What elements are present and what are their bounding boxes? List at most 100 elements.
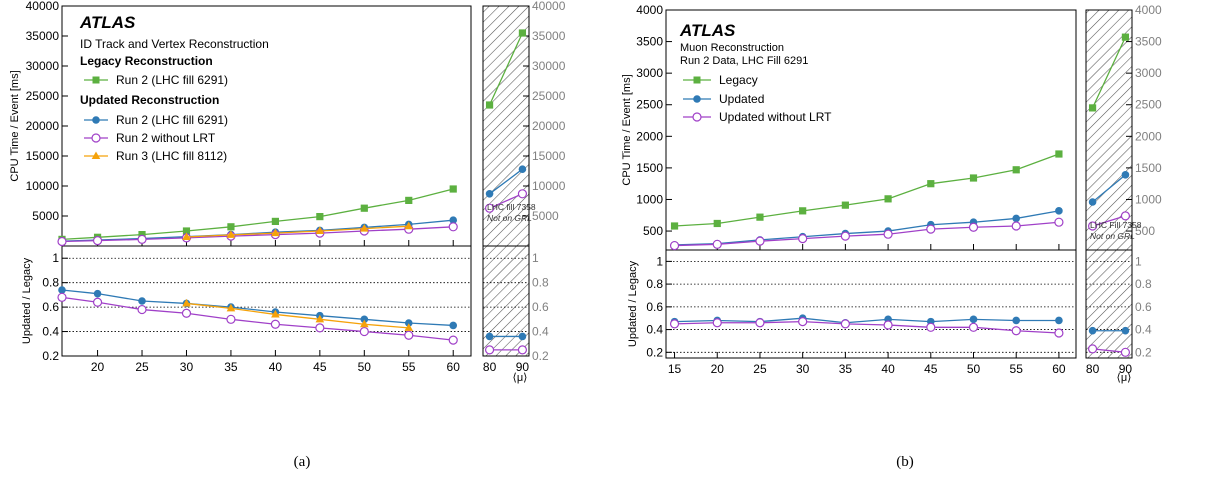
data-point-open-circle — [181, 308, 192, 318]
data-point-open-circle — [359, 326, 369, 337]
panel-a-side-note-line2: Not on GRL — [487, 213, 532, 223]
ratio-tick-label: 0.4 — [42, 325, 59, 339]
data-point-circle — [518, 165, 527, 173]
data-point-square — [182, 227, 191, 235]
x-tick-label: 35 — [839, 362, 853, 376]
legend-marker-square — [92, 76, 100, 84]
legend-marker-triangle — [91, 151, 101, 159]
y-tick-label-right: 25000 — [532, 89, 566, 103]
data-point-open-circle — [883, 229, 893, 239]
y-tick-label-right: 1000 — [1135, 192, 1162, 206]
data-point-open-circle — [404, 330, 414, 340]
data-point-open-circle — [1054, 328, 1064, 338]
y-tick-label-right: 15000 — [532, 149, 566, 163]
y-tick-label-right: 40000 — [532, 0, 566, 13]
series-line — [1092, 215, 1126, 227]
data-point-open-circle — [840, 231, 850, 241]
legend-label: Run 2 (LHC fill 6291) — [116, 73, 228, 87]
data-point-open-circle — [669, 319, 680, 329]
data-point-square — [227, 223, 235, 231]
ratio-tick-label: 0.2 — [646, 345, 663, 359]
panel-b-legend: Legacy Updated Updated without LRT — [683, 73, 832, 124]
data-point-open-circle — [484, 203, 495, 213]
data-point-triangle — [360, 319, 369, 328]
x-tick-label: 50 — [358, 360, 372, 374]
panel-a-ylabel-bottom: Updated / Legacy — [21, 257, 33, 344]
y-tick-label: 25000 — [26, 89, 60, 103]
y-tick-label-right: 1500 — [1135, 161, 1162, 175]
x-tick-label: 35 — [224, 360, 238, 374]
data-point-open-circle — [755, 318, 765, 328]
panel-b-caption: (b) — [896, 454, 914, 470]
data-point-triangle — [182, 298, 191, 307]
legend-item-b-legacy: Legacy — [683, 73, 758, 87]
legend-marker-circle — [92, 116, 100, 124]
data-point-triangle — [271, 309, 280, 318]
data-point-square — [360, 204, 368, 212]
data-point-open-circle — [484, 345, 495, 355]
data-point-circle — [93, 289, 102, 298]
x-tick-label: 30 — [180, 360, 194, 374]
series-line — [61, 296, 454, 341]
x-tick-label: 30 — [796, 362, 810, 376]
data-point-open-circle — [669, 240, 680, 251]
series-line — [1092, 174, 1126, 203]
series-line — [674, 221, 1059, 247]
y-tick-label: 1500 — [636, 161, 663, 175]
y-tick-label: 30000 — [26, 59, 60, 73]
data-point-open-circle — [1087, 221, 1098, 231]
data-point-open-circle — [1011, 326, 1021, 336]
data-point-circle — [1121, 326, 1130, 335]
data-point-circle — [58, 286, 66, 294]
data-point-open-circle — [270, 319, 280, 329]
y-tick-label-right: 5000 — [532, 209, 559, 223]
data-point-circle — [518, 332, 527, 341]
y-tick-label: 40000 — [26, 0, 60, 13]
y-tick-label-right: 3000 — [1135, 66, 1162, 80]
x-tick-label: 15 — [668, 362, 682, 376]
data-point-open-circle — [712, 318, 722, 328]
x-tick-label: 60 — [447, 360, 461, 374]
data-point-open-circle — [315, 323, 325, 333]
data-point-square — [841, 201, 849, 209]
x-tick-label: 40 — [881, 362, 895, 376]
panel-a-side-note-line1: LHC fill 7358 — [487, 202, 536, 212]
series-line — [488, 32, 524, 106]
data-point-circle — [1121, 171, 1130, 179]
series-line — [489, 168, 523, 195]
x-tick-label: 25 — [135, 360, 149, 374]
ratio-tick-label: 0.6 — [646, 300, 663, 314]
panel-a-ylabel-top: CPU Time / Event [ms] — [9, 70, 21, 181]
data-point-open-circle — [755, 236, 765, 246]
ratio-tick-label: 0.6 — [42, 300, 59, 314]
legend-marker-square — [693, 76, 701, 84]
data-point-triangle — [360, 224, 369, 232]
series-line — [61, 226, 454, 243]
panel-b-bottom-frame — [665, 249, 1077, 359]
data-point-triangle — [315, 226, 325, 234]
ratio-tick-label-right: 0.6 — [532, 300, 549, 314]
data-point-open-circle — [1120, 211, 1131, 221]
ratio-tick-label-right: 1 — [532, 251, 539, 265]
data-point-triangle — [404, 221, 414, 230]
y-tick-label-right: 500 — [1135, 224, 1155, 238]
ratio-tick-label-right: 0.4 — [1135, 323, 1152, 337]
data-point-circle — [485, 332, 494, 341]
panel-b-side-note-line2: Not on GRL — [1090, 231, 1135, 241]
legend-label: Run 2 without LRT — [116, 131, 216, 145]
legend-label: Run 3 (LHC fill 8112) — [116, 149, 227, 163]
data-point-circle — [449, 321, 458, 330]
data-point-square — [670, 222, 679, 230]
y-tick-label-right: 10000 — [532, 179, 566, 193]
y-tick-label: 35000 — [26, 29, 60, 43]
panel-b-subtitle2: Run 2 Data, LHC Fill 6291 — [680, 55, 808, 67]
data-point-square — [1121, 33, 1130, 41]
ratio-tick-label-right: 0.8 — [532, 276, 549, 290]
data-point-square — [449, 185, 457, 193]
data-point-open-circle — [883, 320, 893, 330]
data-point-square — [316, 213, 324, 221]
ratio-tick-label: 0.8 — [646, 277, 663, 291]
y-tick-label: 1000 — [636, 192, 663, 206]
series-line — [674, 320, 1059, 334]
data-point-circle — [138, 297, 146, 305]
